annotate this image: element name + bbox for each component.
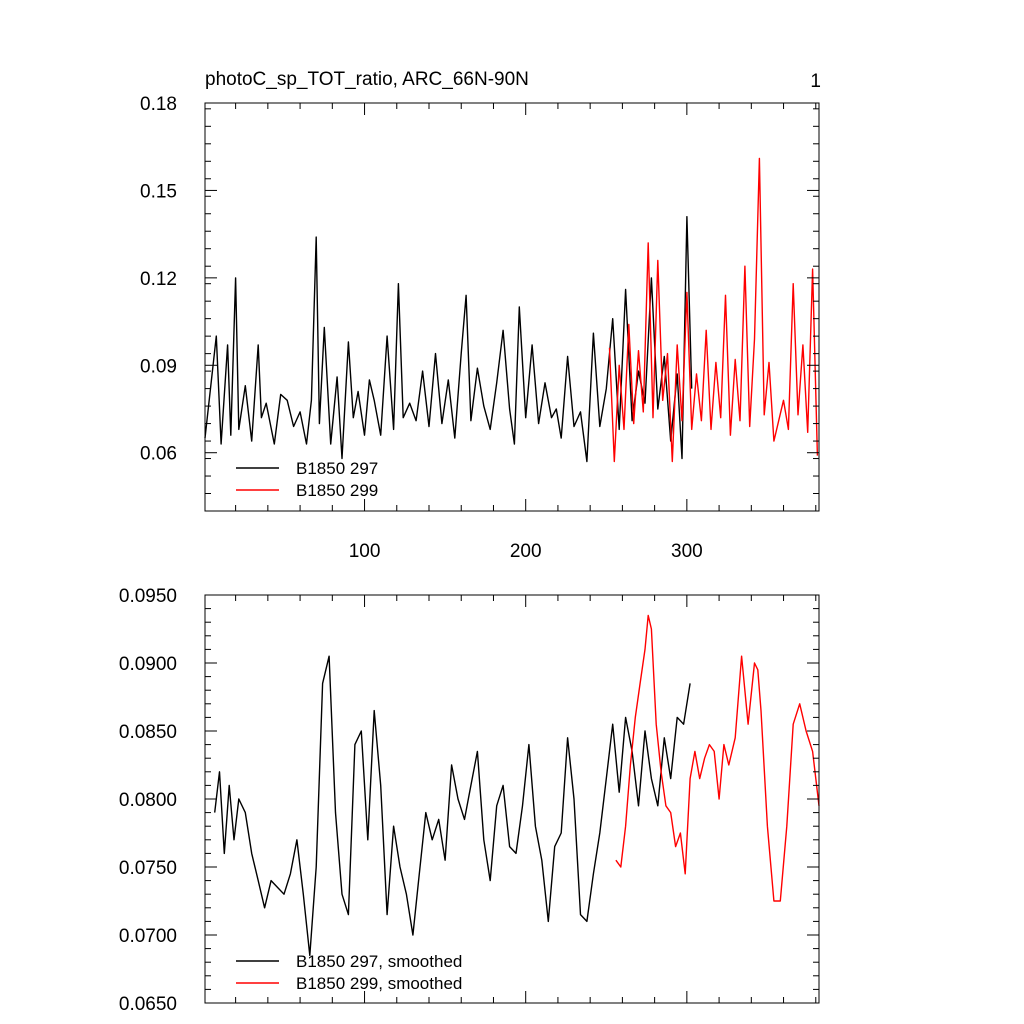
chart-right-title: 1	[810, 71, 821, 92]
top-x-tick-label: 200	[510, 541, 542, 562]
top-series-lines	[204, 157, 819, 463]
bottom-legend-label-1: B1850 297, smoothed	[296, 952, 462, 971]
top-series-line-2	[608, 157, 819, 463]
top-series-line-1	[204, 215, 693, 463]
bottom-panel: 0.0650 0.0700 0.0750 0.0800 0.0850 0.0900 0.09…	[119, 586, 820, 1015]
top-legend: B1850 297 B1850 299	[236, 459, 378, 500]
top-y-tick-label: 0.06	[140, 444, 177, 465]
top-y-tick-label: 0.09	[140, 356, 177, 377]
bottom-y-tick-label: 0.0800	[119, 790, 177, 811]
top-tick-labels: 100 200 300 0.06 0.09 0.12 0.15 0.18	[140, 94, 703, 562]
bottom-y-tick-label: 0.0650	[119, 994, 177, 1015]
top-y-tick-label: 0.12	[140, 269, 177, 290]
top-panel: 100 200 300 0.06 0.09 0.12 0.15 0.18 photoC_sp_…	[140, 69, 821, 562]
top-x-tick-label: 100	[349, 541, 381, 562]
bottom-series-line-2	[615, 614, 820, 902]
bottom-legend: B1850 297, smoothed B1850 299, smoothed	[236, 952, 462, 993]
bottom-axis-ticks	[205, 594, 819, 1004]
bottom-y-tick-label: 0.0850	[119, 722, 177, 743]
bottom-y-tick-label: 0.0950	[119, 586, 177, 607]
bottom-y-tick-label: 0.0700	[119, 926, 177, 947]
chart-title: photoC_sp_TOT_ratio, ARC_66N-90N	[205, 69, 529, 90]
top-plot-frame	[204, 102, 820, 512]
top-y-tick-label: 0.15	[140, 181, 177, 202]
bottom-series-line-1	[214, 655, 691, 957]
bottom-y-tick-label: 0.0750	[119, 858, 177, 879]
bottom-y-tick-label: 0.0900	[119, 654, 177, 675]
top-legend-label-2: B1850 299	[296, 481, 378, 500]
top-x-tick-label: 300	[671, 541, 703, 562]
bottom-tick-labels: 0.0650 0.0700 0.0750 0.0800 0.0850 0.0900 0.09…	[119, 586, 177, 1015]
top-y-tick-label: 0.18	[140, 94, 177, 115]
top-axis-ticks	[205, 102, 819, 512]
bottom-legend-label-2: B1850 299, smoothed	[296, 974, 462, 993]
bottom-plot-frame	[204, 594, 820, 1004]
top-legend-label-1: B1850 297	[296, 459, 378, 478]
bottom-series-lines	[214, 614, 820, 957]
